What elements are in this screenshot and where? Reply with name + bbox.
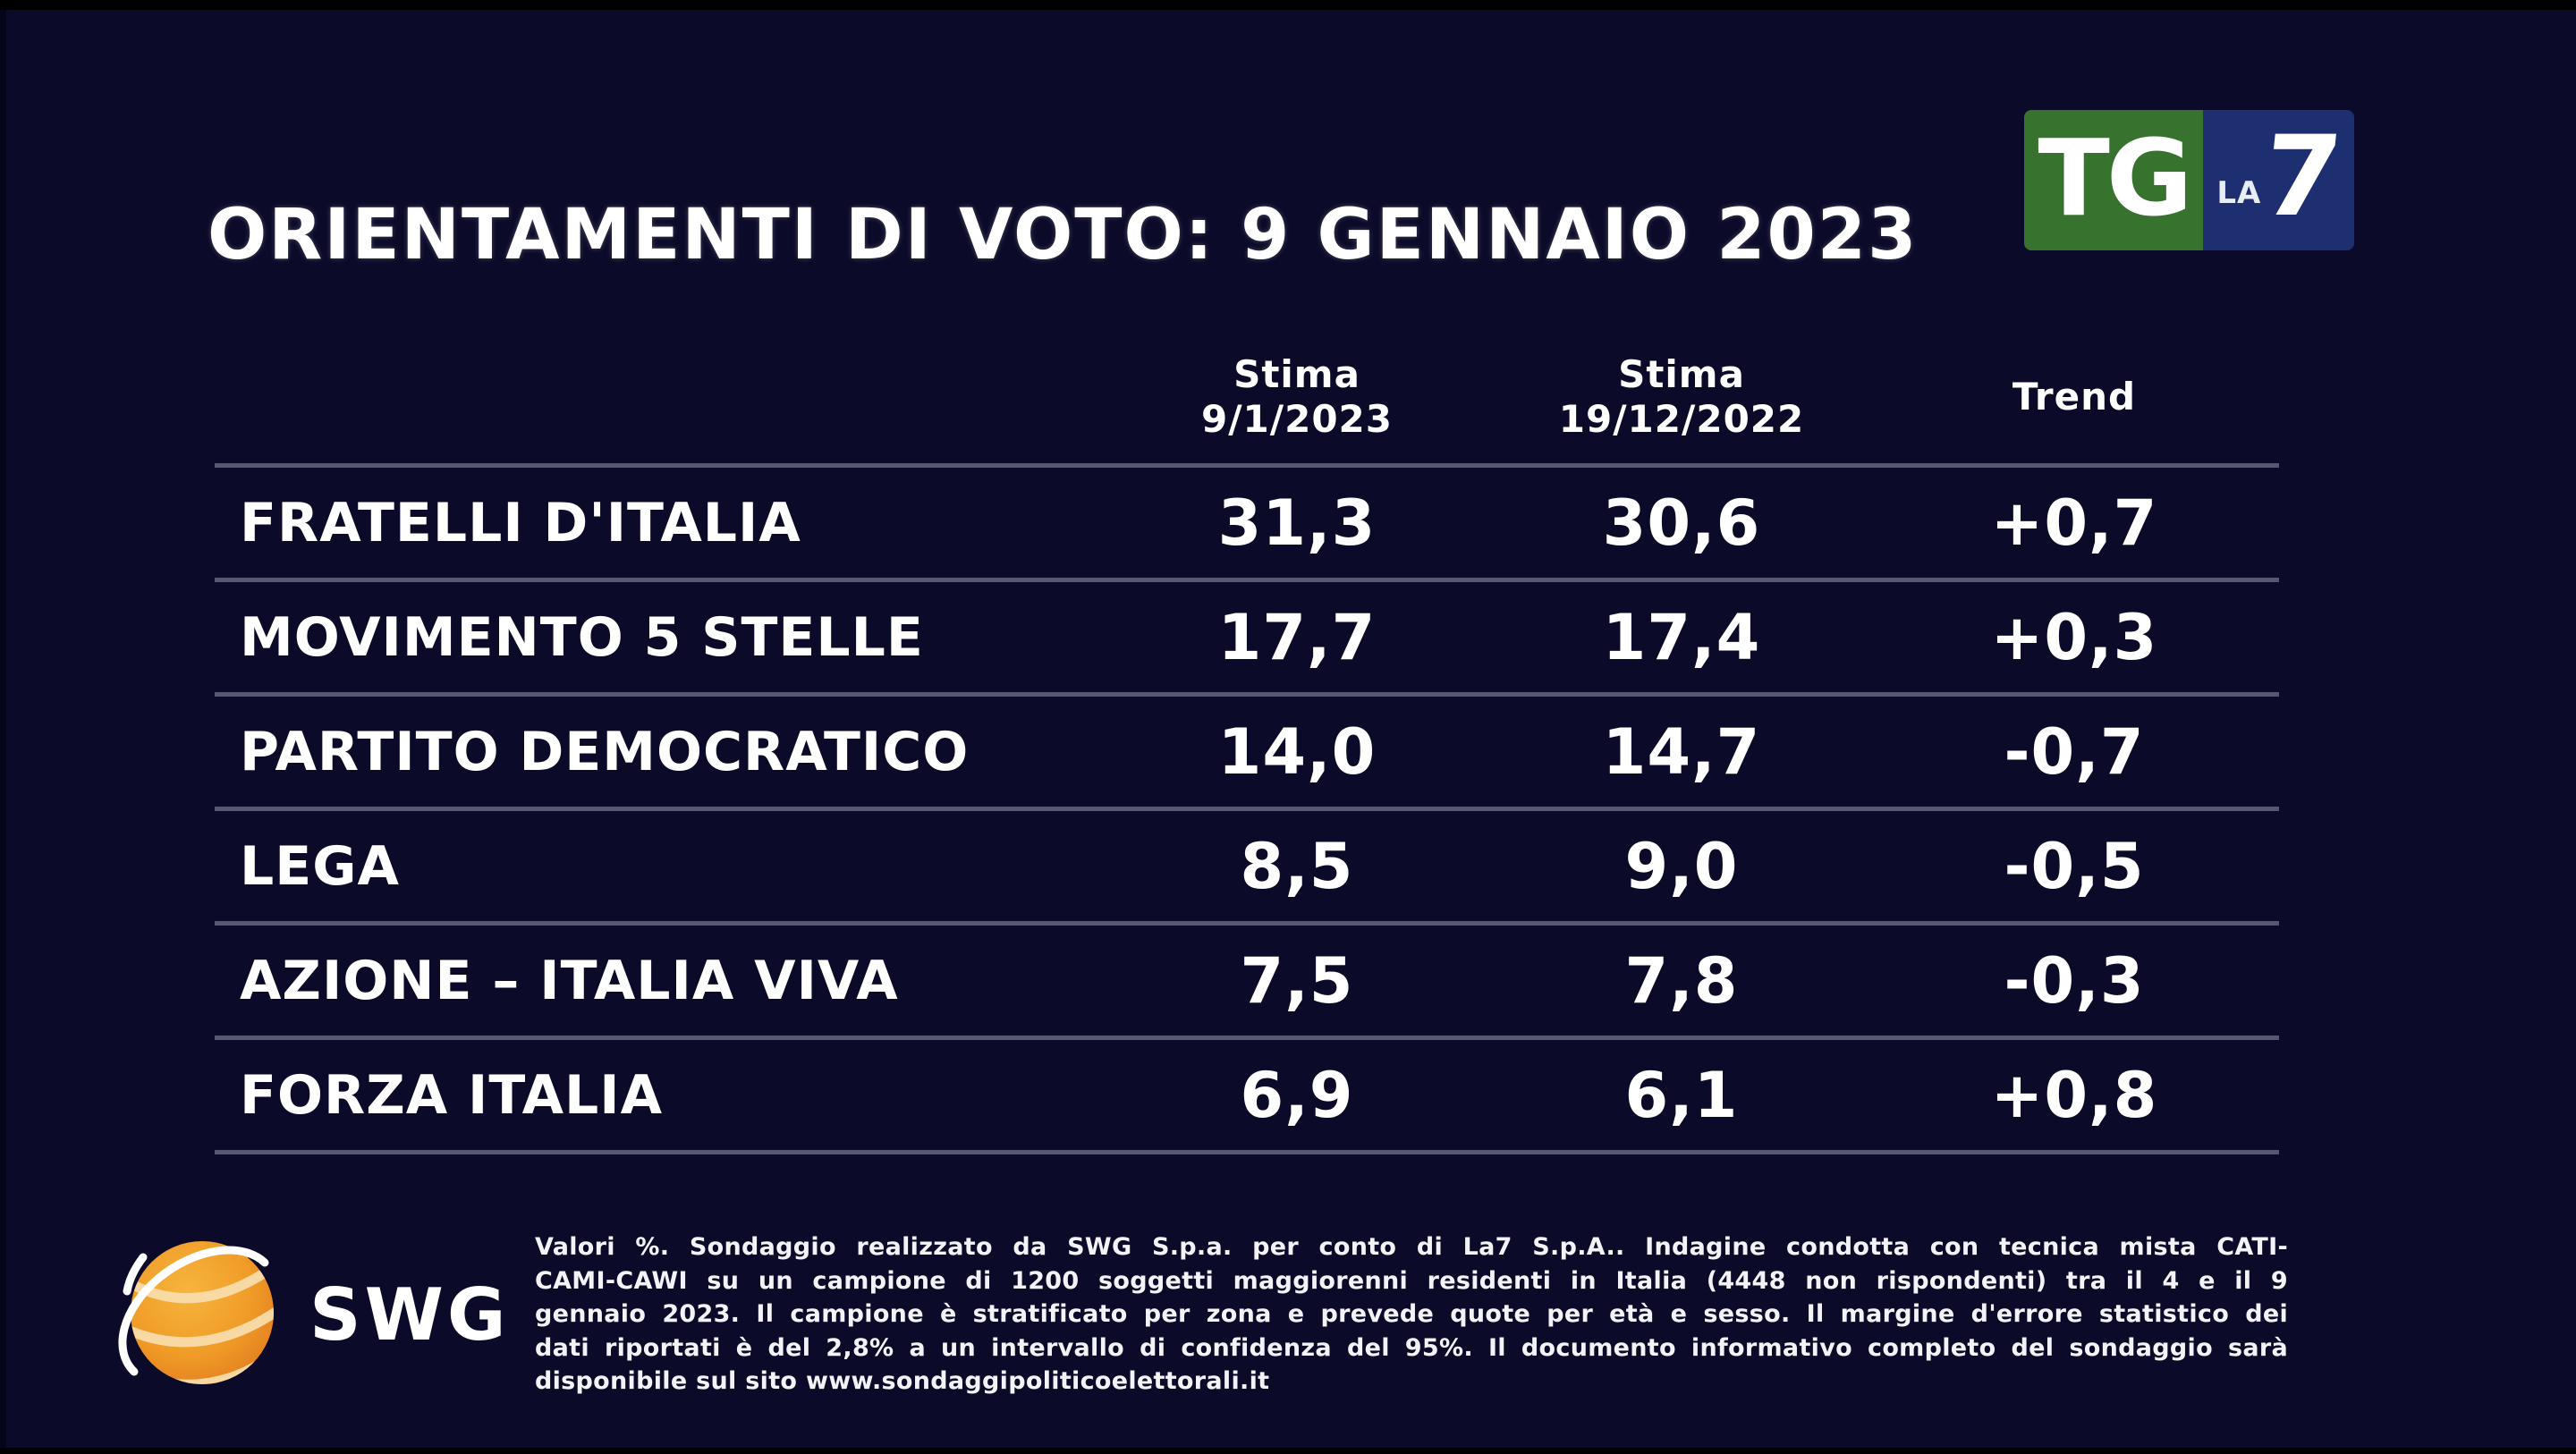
header-trend-label: Trend — [2012, 375, 2137, 418]
value-trend: -0,5 — [2004, 829, 2145, 903]
value-trend: +0,8 — [1990, 1058, 2158, 1132]
top-letterbox-bar — [0, 0, 2576, 10]
value-stima-2022: 30,6 — [1602, 486, 1761, 560]
swg-logo: SWG — [107, 1218, 519, 1406]
disclaimer-line: gennaio 2023. Il campione è stratificato… — [535, 1300, 2288, 1328]
value-stima-2022: 6,1 — [1624, 1058, 1739, 1132]
value-stima-2022: 14,7 — [1602, 714, 1761, 789]
tg-logo-green-box: TG — [2024, 110, 2203, 250]
party-name: FORZA ITALIA — [240, 1063, 664, 1127]
value-stima-2022: 9,0 — [1624, 829, 1739, 903]
value-trend: -0,7 — [2004, 714, 2145, 789]
bottom-letterbox-bar — [0, 1448, 2576, 1454]
disclaimer-line: disponibile sul sito www.sondaggipolitic… — [535, 1367, 1270, 1395]
value-stima-2023: 7,5 — [1240, 943, 1354, 1018]
disclaimer-line: Valori %. Sondaggio realizzato da SWG S.… — [535, 1233, 2288, 1261]
value-stima-2023: 14,0 — [1217, 714, 1377, 789]
party-name: PARTITO DEMOCRATICO — [240, 720, 970, 783]
value-stima-2022: 7,8 — [1624, 943, 1739, 1018]
header-stima-2022: Stima 19/12/2022 — [1494, 352, 1869, 442]
disclaimer-line: CAMI-CAWI su un campione di 1200 soggett… — [535, 1266, 2288, 1295]
page-title: ORIENTAMENTI DI VOTO: 9 GENNAIO 2023 — [208, 195, 1919, 275]
la7-logo-blue-box: LA 7 — [2203, 110, 2354, 250]
value-stima-2023: 17,7 — [1217, 600, 1377, 674]
table-row: PARTITO DEMOCRATICO 14,0 14,7 -0,7 — [215, 697, 2279, 811]
value-stima-2022: 17,4 — [1602, 600, 1761, 674]
poll-table: Stima 9/1/2023 Stima 19/12/2022 Trend FR… — [215, 331, 2279, 1154]
header-stima-2022-line2: 19/12/2022 — [1558, 397, 1805, 441]
party-name: FRATELLI D'ITALIA — [240, 491, 801, 554]
table-row: FORZA ITALIA 6,9 6,1 +0,8 — [215, 1040, 2279, 1154]
disclaimer-line: dati riportati è del 2,8% a un intervall… — [535, 1333, 2288, 1362]
table-row: MOVIMENTO 5 STELLE 17,7 17,4 +0,3 — [215, 582, 2279, 697]
table-header-row: Stima 9/1/2023 Stima 19/12/2022 Trend — [215, 331, 2279, 468]
swg-wordmark: SWG — [309, 1273, 510, 1357]
value-trend: -0,3 — [2004, 943, 2145, 1018]
header-stima-2023-line1: Stima — [1233, 352, 1360, 396]
swg-globe-icon — [118, 1241, 274, 1384]
header-stima-2023: Stima 9/1/2023 — [1100, 352, 1494, 442]
value-stima-2023: 8,5 — [1240, 829, 1354, 903]
value-trend: +0,7 — [1990, 486, 2158, 560]
value-stima-2023: 31,3 — [1217, 486, 1377, 560]
header-stima-2022-line1: Stima — [1618, 352, 1745, 396]
party-name: LEGA — [240, 834, 400, 898]
tg-la7-logo: TG LA 7 — [2024, 110, 2354, 250]
party-name: MOVIMENTO 5 STELLE — [240, 605, 924, 669]
tg-logo-text: TG — [2038, 115, 2192, 240]
table-row: FRATELLI D'ITALIA 31,3 30,6 +0,7 — [215, 468, 2279, 582]
party-name: AZIONE – ITALIA VIVA — [240, 949, 899, 1012]
table-row: LEGA 8,5 9,0 -0,5 — [215, 811, 2279, 926]
header-stima-2023-line2: 9/1/2023 — [1200, 397, 1394, 441]
table-row: AZIONE – ITALIA VIVA 7,5 7,8 -0,3 — [215, 926, 2279, 1040]
left-letterbox-bar — [0, 0, 6, 1454]
value-stima-2023: 6,9 — [1240, 1058, 1354, 1132]
la7-logo-seven-text: 7 — [2257, 112, 2348, 241]
value-trend: +0,3 — [1990, 600, 2158, 674]
la7-logo-la-text: LA — [2216, 174, 2262, 211]
header-trend: Trend — [1869, 375, 2279, 419]
poll-disclaimer: Valori %. Sondaggio realizzato da SWG S.… — [535, 1230, 2288, 1399]
